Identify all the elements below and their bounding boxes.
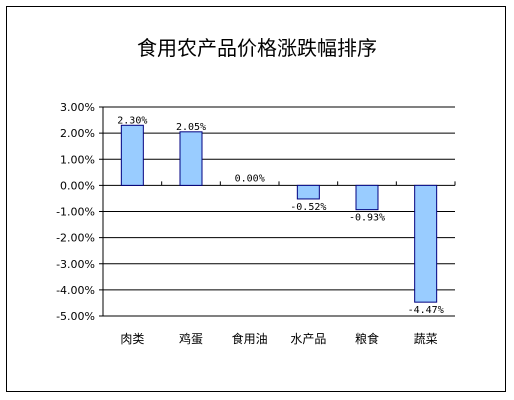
data-label: 2.05% bbox=[176, 122, 206, 133]
category-label: 粮食 bbox=[355, 331, 379, 346]
data-label: -4.47% bbox=[408, 305, 444, 316]
bar bbox=[355, 184, 379, 211]
y-tick-label: 3.00% bbox=[60, 101, 95, 114]
chart-title: 食用农产品价格涨跌幅排序 bbox=[137, 36, 377, 60]
category-label: 水产品 bbox=[290, 332, 326, 346]
category-label: 肉类 bbox=[120, 332, 144, 346]
y-tick-label: -3.00% bbox=[56, 258, 95, 271]
y-tick-label: 1.00% bbox=[60, 153, 95, 166]
y-tick-label: -2.00% bbox=[56, 232, 95, 245]
data-label: -0.52% bbox=[290, 202, 326, 213]
category-label: 蔬菜 bbox=[414, 332, 438, 346]
y-tick-label: -5.00% bbox=[56, 310, 95, 323]
y-tick-label: -4.00% bbox=[56, 284, 95, 297]
data-label: -0.93% bbox=[349, 213, 385, 224]
bar bbox=[179, 131, 203, 186]
data-label: 0.00% bbox=[235, 173, 265, 184]
data-label: 2.30% bbox=[117, 115, 147, 126]
y-tick-label: 0.00% bbox=[60, 179, 95, 192]
bar bbox=[120, 124, 144, 186]
y-tick-label: 2.00% bbox=[60, 127, 95, 140]
category-label: 食用油 bbox=[232, 331, 268, 346]
bar bbox=[296, 184, 320, 200]
category-label: 鸡蛋 bbox=[179, 331, 203, 346]
bar bbox=[414, 184, 438, 303]
y-tick-label: -1.00% bbox=[56, 206, 95, 219]
